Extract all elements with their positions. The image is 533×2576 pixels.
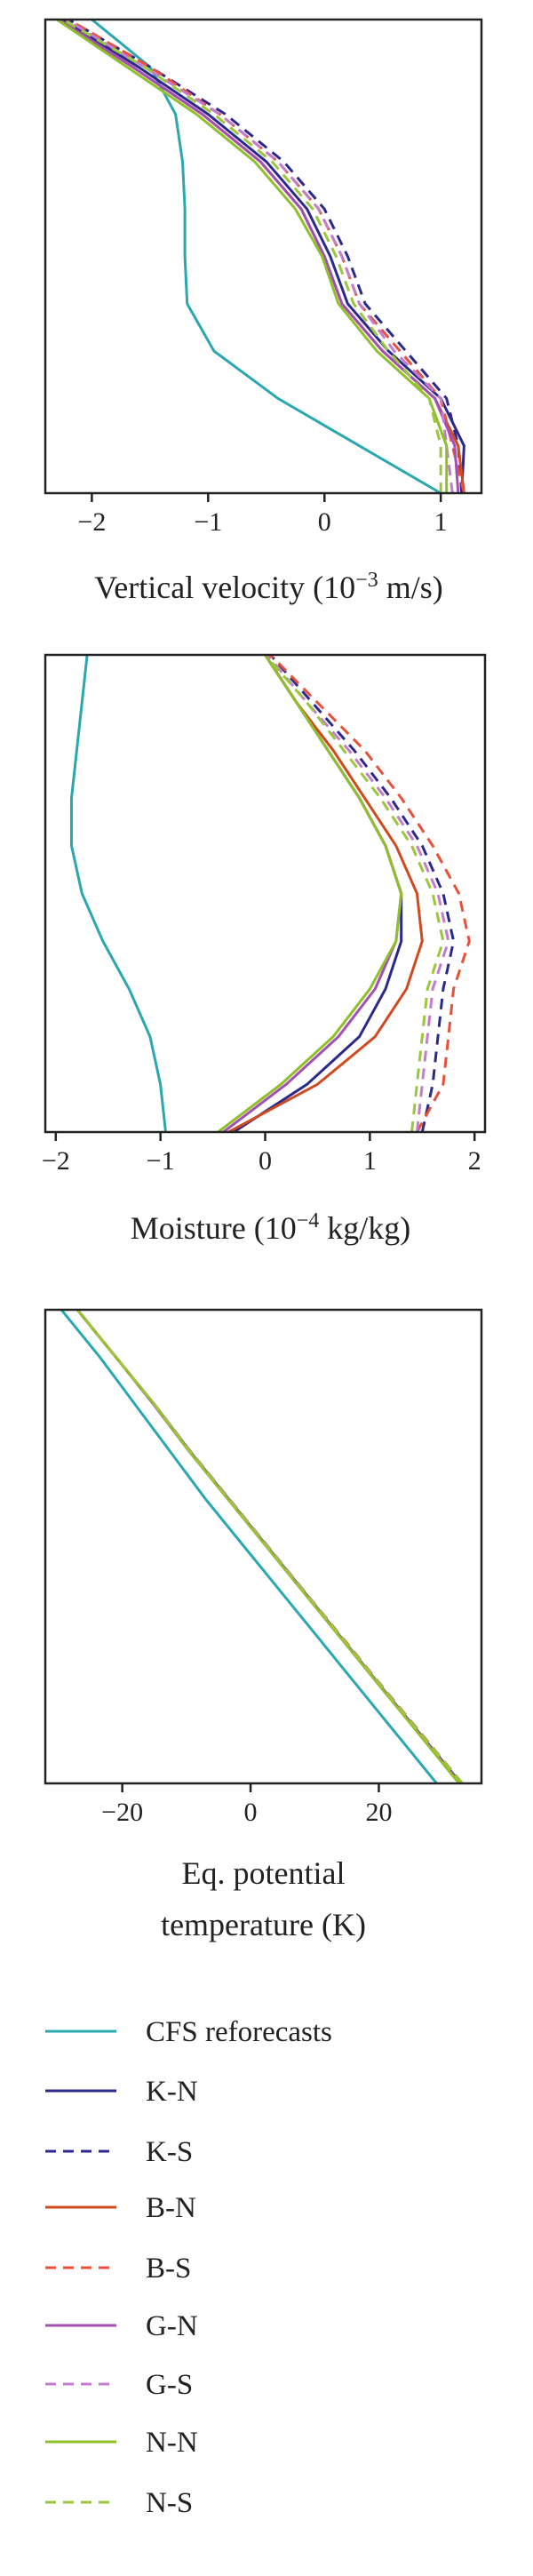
series-line <box>264 655 445 1132</box>
x-tick-label: 1 <box>434 507 448 537</box>
x-axis-label-part: Moisture (10 <box>131 1210 297 1246</box>
legend-label: B-N <box>146 2192 196 2224</box>
legend-label: K-S <box>146 2136 193 2168</box>
legend-label: CFS reforecasts <box>146 2016 332 2048</box>
legend-label: N-S <box>146 2487 193 2519</box>
series-line <box>61 20 442 493</box>
legend-label: B-S <box>146 2253 191 2285</box>
x-axis-label: temperature (K) <box>161 1907 366 1942</box>
x-tick-label: −20 <box>101 1798 143 1827</box>
x-tick-label: −2 <box>42 1146 70 1176</box>
x-axis-label: Vertical velocity (10−3 m/s) <box>94 569 442 605</box>
series-line <box>58 20 460 493</box>
series-line <box>217 655 403 1132</box>
legend-label: G-N <box>146 2310 198 2342</box>
x-tick-label: 0 <box>318 507 331 537</box>
legend-label: G-S <box>146 2369 193 2401</box>
series-line <box>76 1310 464 1783</box>
series-line <box>70 655 167 1132</box>
series-line <box>91 20 442 493</box>
x-tick-label: −1 <box>194 507 222 537</box>
series-line <box>58 20 465 493</box>
x-tick-label: 2 <box>468 1146 481 1176</box>
series-line <box>61 20 465 493</box>
x-axis-label-part: temperature (K) <box>161 1907 366 1942</box>
series-line <box>68 20 464 493</box>
series-line <box>60 1310 438 1783</box>
series-line <box>227 655 424 1132</box>
x-axis-label-part: kg/kg) <box>319 1210 410 1246</box>
series-line <box>233 655 403 1132</box>
plot-frame <box>44 18 483 495</box>
series-line <box>68 20 465 493</box>
x-axis-label-part: −3 <box>355 569 378 592</box>
series-line <box>269 655 471 1132</box>
x-axis-label-part: −4 <box>297 1209 320 1232</box>
x-axis-label-part: Vertical velocity (10 <box>94 570 355 605</box>
x-tick-label: 1 <box>363 1146 377 1176</box>
x-axis-label-part: m/s) <box>378 570 443 605</box>
x-tick-label: 0 <box>259 1146 272 1176</box>
x-tick-label: −2 <box>77 507 106 537</box>
legend-label: N-N <box>146 2427 198 2459</box>
series-line <box>56 20 449 493</box>
x-axis-label: Eq. potential <box>182 1855 346 1891</box>
x-axis-label: Moisture (10−4 kg/kg) <box>131 1209 411 1246</box>
x-tick-label: 20 <box>365 1798 392 1827</box>
series-line <box>266 655 450 1132</box>
series-line <box>65 20 454 493</box>
plot-frame <box>44 1308 483 1785</box>
series-line <box>269 655 456 1132</box>
x-tick-label: 0 <box>244 1798 258 1827</box>
legend-label: K-N <box>146 2076 198 2108</box>
x-tick-label: −1 <box>147 1146 175 1176</box>
x-axis-label-part: Eq. potential <box>182 1855 346 1891</box>
